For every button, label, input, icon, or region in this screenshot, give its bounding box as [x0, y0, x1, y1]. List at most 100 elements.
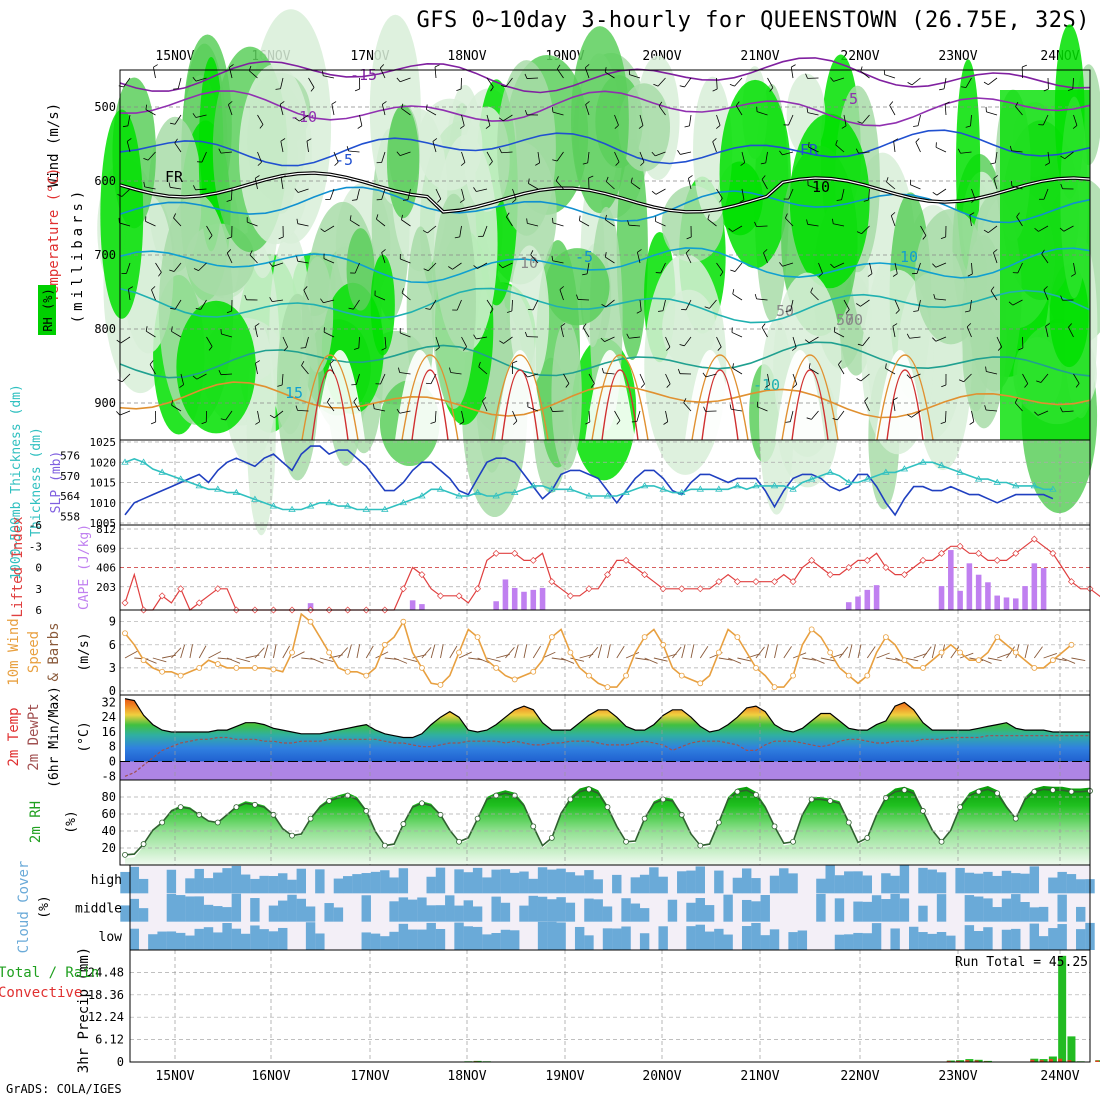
cloud-cell — [250, 898, 260, 922]
cloud-cell — [899, 865, 910, 894]
wind-speed-line-point — [344, 668, 351, 675]
contour-label: -5 — [840, 90, 858, 108]
temp-axis-label-2: 2m DewPt — [26, 703, 42, 770]
wind-barb-flag — [969, 421, 975, 425]
thickness-line-point — [678, 488, 686, 496]
cape-tick: 406 — [96, 562, 116, 575]
li-point — [956, 542, 964, 550]
wind-barb-flag — [836, 199, 842, 201]
wind-barb-flag — [728, 228, 733, 232]
wind-barb-flag — [396, 151, 401, 156]
wind-barb-flag — [605, 176, 609, 182]
ua-tick-label: 800 — [94, 322, 116, 336]
wind-barb-flag — [791, 64, 796, 68]
li-point — [771, 578, 779, 586]
wind-speed-line-point — [957, 649, 963, 656]
wind-barb — [145, 109, 156, 116]
li-point — [529, 556, 537, 564]
cloud-cell — [760, 895, 770, 922]
wind-barb-flag — [765, 384, 770, 388]
wind-barb-flag — [218, 148, 222, 154]
wind-barb-flag — [605, 214, 607, 220]
wind-barb-flag — [255, 360, 260, 364]
wind-barb — [577, 299, 590, 301]
wind-speed-line-point — [623, 672, 629, 679]
wind-barb-flag — [551, 107, 554, 113]
cloud-cell — [1038, 936, 1049, 950]
wind-barb — [683, 402, 692, 412]
cloud-cell — [983, 898, 993, 922]
cloud-cell — [519, 905, 529, 922]
wind-barb-flag — [957, 148, 961, 154]
wind-speed-line-point — [864, 672, 871, 679]
cloud-cell — [769, 875, 780, 894]
wind-barb-flag — [229, 64, 234, 68]
li-point — [1049, 549, 1057, 557]
wind-barb — [486, 299, 494, 310]
wind-barb — [331, 104, 335, 116]
wind-speed-line-point — [474, 634, 481, 640]
cloud-cell — [834, 875, 845, 894]
wind-barb — [1043, 188, 1049, 200]
wind-barb-flag — [171, 326, 173, 332]
wind-barb-flag — [1034, 411, 1039, 416]
wind-speed-line-point — [289, 649, 295, 656]
thickness-tick: 570 — [60, 470, 80, 483]
wind-barb — [660, 262, 666, 274]
cloud-cell — [751, 901, 761, 922]
wind-barb — [435, 336, 440, 348]
wind-barb-flag — [275, 88, 281, 90]
rh-blob — [551, 321, 582, 471]
cloud-cell — [686, 926, 696, 950]
rh-blob — [616, 138, 648, 361]
wind-barb-flag — [357, 125, 363, 129]
wind-barb — [893, 141, 896, 153]
wind-barb — [833, 262, 845, 268]
wind-barb — [359, 114, 363, 126]
wind-barb-flag — [886, 177, 889, 183]
wind-barb-flag — [785, 310, 791, 312]
cloud-row-label: high — [91, 873, 122, 888]
wind-barb — [756, 225, 768, 227]
wind-barb — [229, 67, 233, 79]
wind-barb — [756, 298, 768, 301]
cloud-cell — [853, 871, 863, 894]
wind-barb-flag — [463, 346, 467, 351]
cloud-cell — [639, 908, 650, 922]
wind-barb-flag — [279, 101, 285, 105]
rh-line-point — [289, 832, 295, 839]
wind-barb-flag — [226, 249, 231, 254]
wind10-barb — [997, 652, 1011, 659]
wind-barb-flag — [128, 286, 133, 290]
wind-tick: 3 — [109, 661, 116, 675]
cloud-cell — [129, 866, 139, 894]
wind-barb-flag — [257, 161, 262, 166]
wind10-barb — [198, 645, 207, 659]
wind-barb-flag — [806, 107, 809, 113]
wind-barb-flag — [658, 310, 664, 312]
wind-barb — [456, 299, 462, 311]
thickness-line-point — [752, 482, 760, 489]
wind-barb-flag — [863, 199, 869, 202]
wind-barb-flag — [460, 162, 466, 166]
wind-barb — [297, 223, 309, 227]
wind10-barb — [848, 644, 853, 659]
li-point — [678, 585, 686, 593]
rh-line-point — [641, 815, 648, 822]
wind-barb — [785, 217, 794, 227]
li-point — [604, 571, 611, 579]
li-point — [938, 549, 946, 557]
cloud-cell — [120, 905, 130, 922]
wind-barb — [782, 151, 794, 156]
cloud-cell — [973, 896, 984, 922]
wind-barb-flag — [601, 367, 604, 374]
wind-barb — [1062, 410, 1074, 413]
isotherm — [119, 381, 1091, 419]
cloud-cell — [185, 935, 195, 950]
cloud-cell — [760, 935, 770, 950]
cloud-cell — [324, 903, 334, 922]
precip-tick: 12.24 — [88, 1010, 124, 1024]
warm-contour — [886, 369, 924, 441]
wind-barb — [280, 178, 284, 190]
wind-barb-flag — [715, 125, 721, 129]
